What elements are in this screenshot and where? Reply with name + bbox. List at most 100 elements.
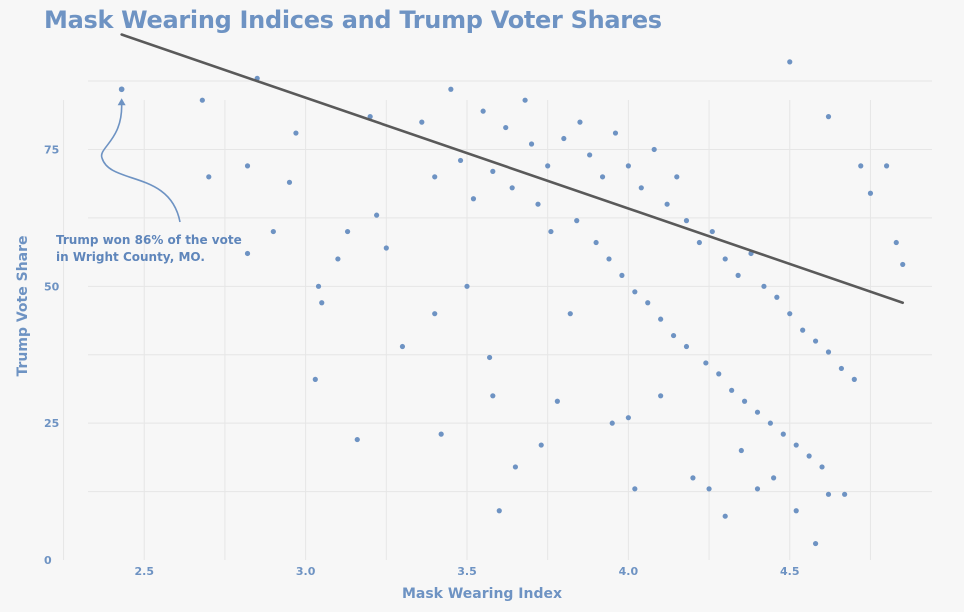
y-axis-label: Trump Vote Share — [15, 235, 31, 376]
data-point — [609, 420, 615, 426]
gridlines — [63, 80, 932, 560]
data-point — [612, 130, 619, 136]
data-point — [374, 212, 380, 218]
data-point — [335, 256, 341, 262]
highlight-point — [118, 86, 125, 93]
data-point — [771, 475, 777, 481]
x-tick-label: 3.5 — [457, 565, 477, 578]
data-point — [625, 163, 631, 169]
data-point — [716, 371, 722, 377]
data-point — [842, 491, 848, 497]
data-point — [738, 447, 744, 454]
data-point — [774, 294, 780, 300]
annotation-arrow — [100, 104, 181, 223]
data-point — [509, 185, 515, 191]
data-point — [819, 464, 825, 470]
data-point — [522, 97, 528, 103]
data-point — [735, 272, 741, 278]
data-point — [577, 119, 583, 125]
data-point — [670, 332, 677, 339]
data-point — [900, 261, 906, 268]
data-point — [793, 508, 799, 514]
data-point — [658, 393, 664, 399]
data-point — [787, 311, 793, 317]
chart-title: Mask Wearing Indices and Trump Voter Sha… — [44, 6, 662, 34]
data-point — [645, 300, 651, 306]
data-point — [545, 163, 551, 169]
data-point — [383, 245, 389, 251]
data-point — [674, 174, 680, 180]
data-point — [561, 135, 567, 142]
data-point — [800, 327, 806, 333]
data-point — [767, 420, 773, 426]
data-point — [503, 124, 509, 131]
data-point — [722, 256, 728, 262]
data-point — [761, 283, 767, 289]
x-tick-label: 4.0 — [619, 565, 639, 578]
data-point — [825, 114, 832, 120]
data-point — [651, 146, 657, 153]
data-point — [893, 239, 899, 246]
data-point — [812, 338, 819, 344]
data-point — [664, 201, 670, 207]
data-point — [548, 228, 554, 235]
data-point — [606, 256, 612, 262]
annotation-arrowhead — [117, 98, 126, 106]
data-point — [709, 228, 715, 235]
data-point — [490, 393, 496, 399]
data-point — [867, 190, 874, 196]
data-point — [632, 289, 638, 295]
data-point — [319, 300, 325, 306]
data-point — [780, 431, 786, 437]
data-point — [787, 59, 793, 65]
data-point — [244, 250, 251, 257]
data-point — [490, 168, 496, 174]
x-tick-label: 4.5 — [780, 565, 800, 578]
data-points — [118, 59, 906, 547]
y-tick-label: 25 — [44, 417, 59, 430]
data-point — [512, 464, 519, 470]
data-point — [457, 157, 464, 164]
data-point — [806, 453, 812, 459]
data-point — [486, 354, 493, 361]
data-point — [706, 486, 712, 492]
data-point — [567, 311, 573, 317]
data-point — [858, 163, 864, 169]
data-point — [883, 163, 890, 169]
data-point — [496, 508, 502, 514]
data-point — [722, 513, 728, 519]
data-point — [683, 218, 690, 224]
data-point — [432, 311, 438, 317]
trend-line — [120, 33, 905, 305]
data-point — [812, 540, 819, 547]
data-point — [741, 398, 748, 404]
data-point — [599, 174, 606, 180]
data-point — [574, 218, 580, 224]
data-point — [535, 201, 541, 207]
data-point — [619, 272, 625, 278]
data-point — [754, 486, 761, 492]
data-point — [270, 228, 276, 235]
x-tick-label: 2.5 — [134, 565, 154, 578]
data-point — [367, 114, 373, 120]
data-point — [293, 130, 299, 136]
data-point — [696, 239, 702, 246]
data-point — [528, 141, 535, 147]
x-tick-label: 3.0 — [296, 565, 316, 578]
data-point — [793, 442, 799, 448]
data-point — [754, 409, 761, 415]
data-point — [690, 475, 696, 481]
y-tick-label: 75 — [44, 143, 59, 156]
data-point — [587, 152, 593, 158]
data-point — [625, 415, 631, 421]
data-point — [825, 491, 832, 497]
data-point — [538, 442, 544, 448]
data-point — [554, 398, 560, 404]
data-point — [432, 174, 438, 180]
data-point — [206, 174, 212, 180]
data-point — [729, 387, 735, 393]
data-point — [703, 360, 709, 366]
data-point — [199, 97, 205, 103]
